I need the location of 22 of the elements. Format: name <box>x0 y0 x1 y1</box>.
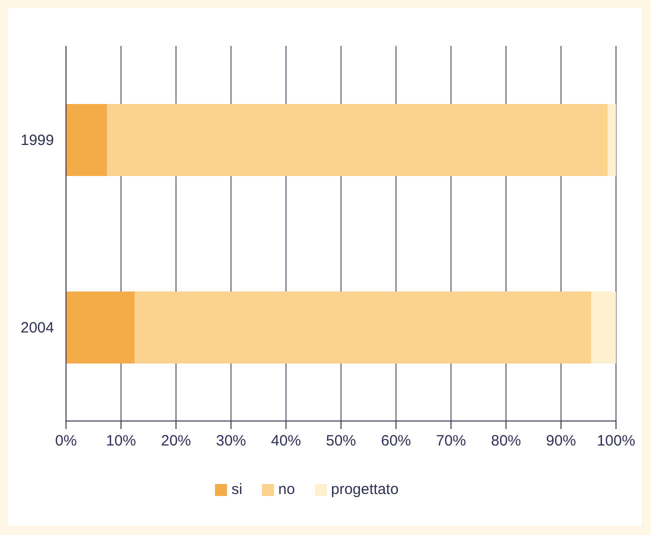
bar <box>591 292 616 364</box>
x-tick-label: 100% <box>596 432 636 450</box>
bar <box>608 104 616 176</box>
x-tick-label: 90% <box>546 432 576 450</box>
bar <box>107 104 608 176</box>
x-tick-label: 80% <box>490 432 522 450</box>
legend-label: si <box>231 481 242 498</box>
y-tick-label: 2004 <box>20 320 54 337</box>
x-tick-label: 40% <box>270 432 302 450</box>
bar <box>66 104 108 176</box>
y-tick-label: 1999 <box>20 132 54 150</box>
x-tick-label: 50% <box>326 432 356 450</box>
x-tick-label: 70% <box>436 432 466 450</box>
x-tick-label: 20% <box>160 432 192 450</box>
x-tick-label: 0% <box>55 432 77 450</box>
bar <box>134 292 592 364</box>
legend-label: progettato <box>330 481 399 498</box>
x-tick-label: 10% <box>106 432 136 450</box>
legend-label: no <box>278 481 295 498</box>
bar <box>66 292 135 364</box>
x-tick-label: 60% <box>380 432 412 450</box>
x-tick-label: 30% <box>216 432 246 450</box>
